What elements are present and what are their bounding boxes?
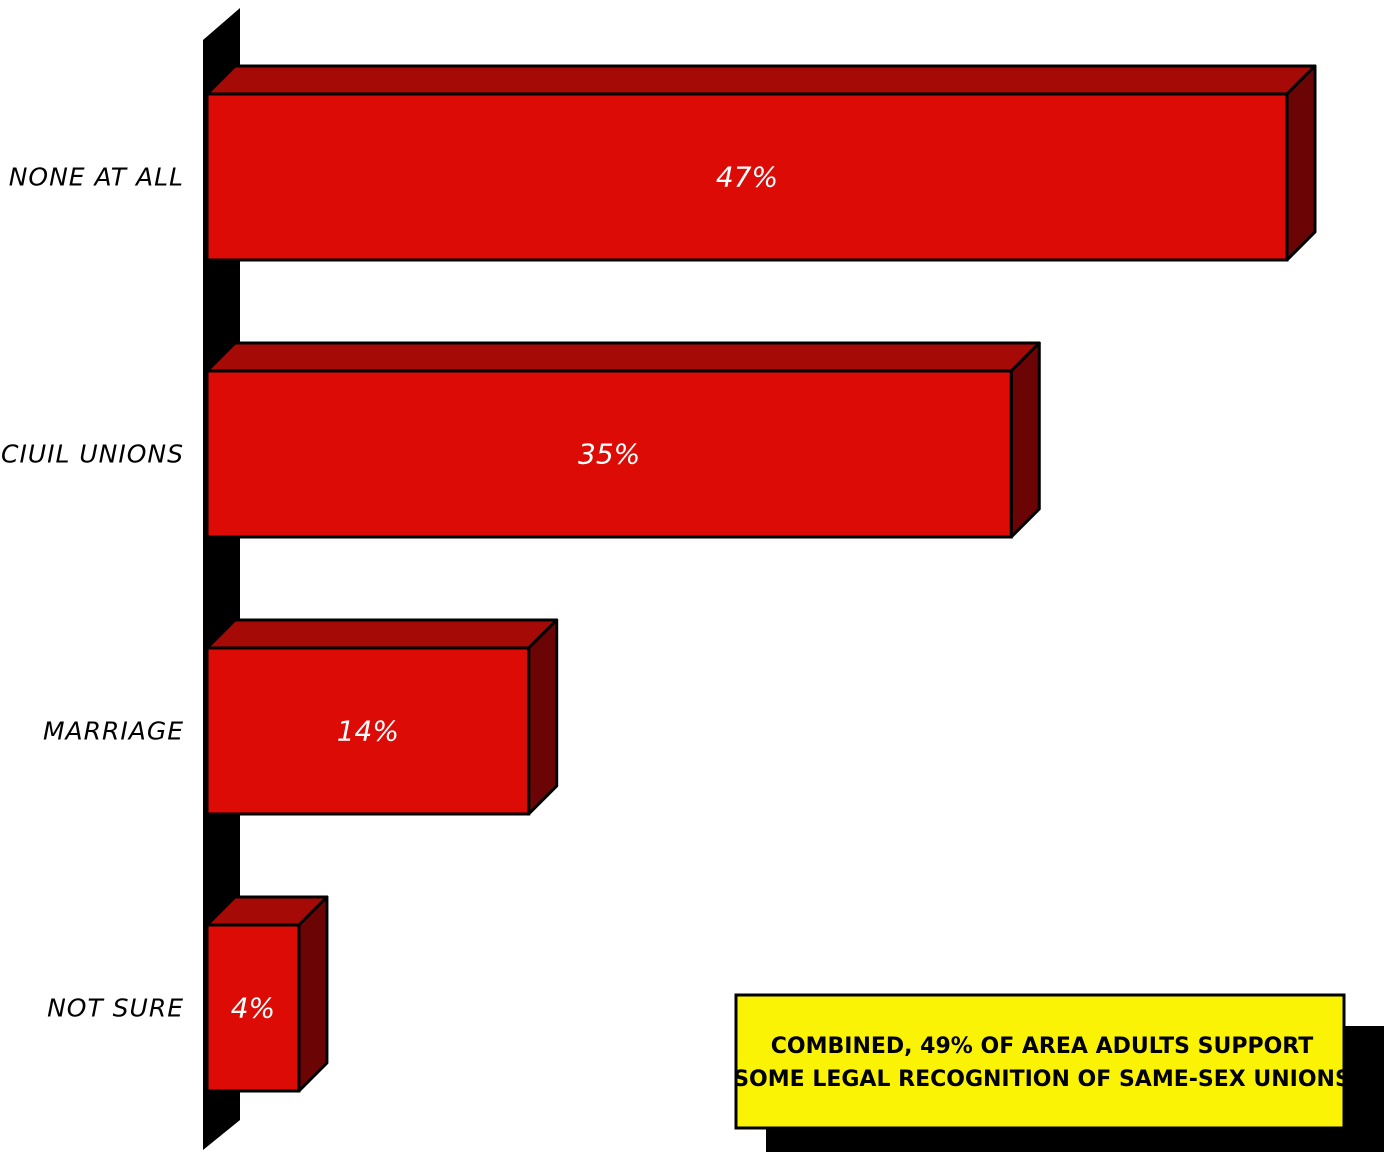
bar-front-face bbox=[205, 646, 531, 816]
bar-side-face bbox=[1009, 341, 1041, 539]
category-label: NONE AT ALL bbox=[9, 163, 184, 192]
bar-value-label: 47% bbox=[716, 161, 778, 194]
bar-side-face bbox=[1285, 64, 1317, 262]
bar-value-label: 35% bbox=[578, 438, 640, 471]
axis-wall bbox=[203, 8, 240, 1150]
bar-top-face bbox=[205, 64, 1317, 96]
bars: 47% 35% 14% 4% bbox=[205, 64, 1317, 1093]
category-label: MARRIAGE bbox=[43, 717, 184, 746]
annotation-box: COMBINED, 49% OF AREA ADULTS SUPPORT SOM… bbox=[733, 993, 1384, 1152]
category-labels: NONE AT ALL CIUIL UNIONS MARRIAGE NOT SURE bbox=[1, 163, 184, 1023]
bar-0: 47% bbox=[205, 64, 1317, 262]
category-label: NOT SURE bbox=[47, 994, 184, 1023]
annotation-box-fill bbox=[734, 993, 1346, 1130]
bar-side-face bbox=[297, 895, 329, 1093]
bar-side-face bbox=[527, 618, 559, 816]
bar-front-face bbox=[205, 369, 1013, 539]
bar-front-face bbox=[205, 923, 301, 1093]
annotation-line-2: SOME LEGAL RECOGNITION OF SAME-SEX UNION… bbox=[733, 1067, 1351, 1092]
category-label: CIUIL UNIONS bbox=[1, 440, 184, 469]
bar-1: 35% bbox=[205, 341, 1041, 539]
bar-top-face bbox=[205, 341, 1041, 373]
bar-3: 4% bbox=[205, 895, 329, 1093]
bar-value-label: 4% bbox=[231, 992, 275, 1025]
bar-2: 14% bbox=[205, 618, 559, 816]
annotation-line-1: COMBINED, 49% OF AREA ADULTS SUPPORT bbox=[771, 1034, 1313, 1059]
bar-front-face bbox=[205, 92, 1289, 262]
bar-value-label: 14% bbox=[337, 715, 399, 748]
bar-top-face bbox=[205, 618, 559, 650]
